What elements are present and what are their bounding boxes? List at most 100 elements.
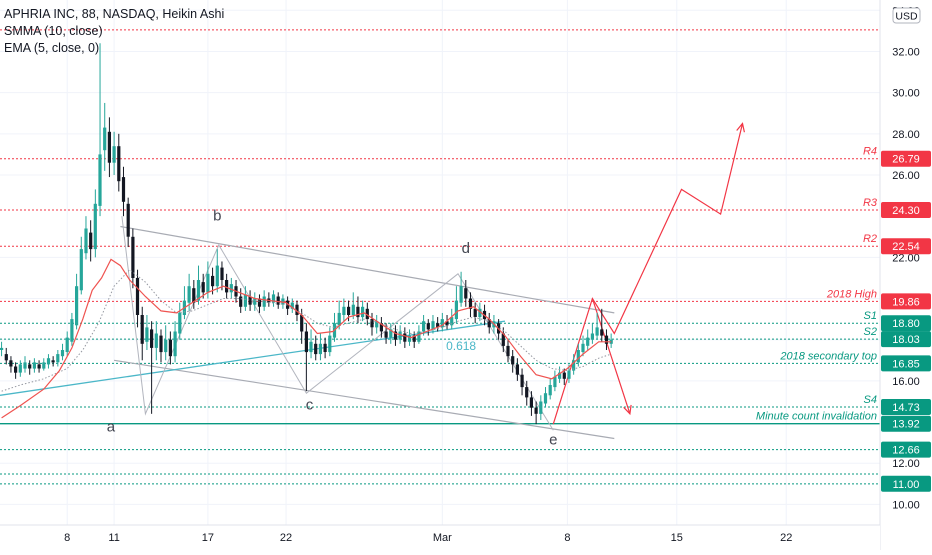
candle-body — [262, 296, 266, 307]
candle-body — [154, 333, 158, 348]
candle-body — [604, 335, 609, 344]
candle-body — [150, 329, 154, 348]
channel-lower-line — [114, 359, 615, 440]
price-level-badge — [881, 415, 931, 432]
candle-body — [351, 304, 355, 315]
candle-body — [347, 306, 351, 315]
time-tick-label: 22 — [780, 532, 792, 544]
price-level-badge — [881, 315, 931, 332]
candle-body — [314, 343, 318, 355]
projection-up-line — [552, 123, 744, 425]
price-level-badge — [881, 293, 931, 310]
legend-smma[interactable]: SMMA (10, close) — [4, 24, 103, 38]
candle-body — [576, 350, 580, 363]
candle-body — [525, 387, 529, 398]
candle-body — [93, 203, 97, 250]
candle-body — [473, 308, 477, 317]
candle-body — [286, 300, 290, 309]
price-level-name: Minute count invalidation — [756, 411, 877, 423]
candle-body — [567, 370, 571, 379]
candle-body — [51, 360, 55, 363]
time-axis-background — [0, 525, 880, 550]
time-axis[interactable]: 8 11 17 22 Mar 8 15 22 — [0, 524, 880, 550]
candle-body — [431, 321, 435, 330]
candle-body — [211, 275, 215, 287]
candle-body — [520, 374, 524, 388]
candle-body — [60, 350, 65, 357]
candle-body — [384, 331, 388, 338]
price-level-name: S2 — [864, 326, 877, 338]
price-tick-label: 30.00 — [892, 88, 920, 100]
candle-body — [464, 288, 468, 299]
candle-body — [295, 304, 299, 315]
legend: APHRIA INC, 88, NASDAQ, Heikin Ashi SMMA… — [4, 6, 224, 57]
price-level-badge-label: 26.79 — [892, 154, 920, 166]
price-axis[interactable]: 10.0012.0016.0018.0020.0022.0026.0028.00… — [879, 0, 932, 550]
price-level-badge-label: 18.80 — [892, 318, 920, 330]
wave-label-a: a — [107, 418, 116, 435]
price-level-badge — [881, 150, 931, 167]
legend-ema[interactable]: EMA (5, close, 0) — [4, 41, 100, 55]
price-level-name: 2018 secondary top — [779, 350, 877, 362]
candle-body — [389, 329, 393, 338]
price-level-badge-label: 22.54 — [892, 241, 920, 253]
candle-body — [539, 401, 543, 414]
ema-line — [1, 258, 612, 419]
candle-body — [229, 284, 233, 293]
candle-body — [323, 343, 327, 352]
candle-body — [595, 327, 599, 336]
candle-body — [426, 323, 430, 330]
candle-body — [131, 236, 135, 278]
candle-body — [600, 329, 604, 336]
price-level-name: R4 — [863, 146, 877, 158]
candle-body — [206, 273, 210, 293]
smma-line — [1, 269, 612, 392]
price-level-badge — [881, 441, 931, 458]
price-tick-label: 26.00 — [892, 170, 920, 182]
candle-body — [84, 228, 88, 254]
candle-body — [534, 407, 538, 414]
candle-body — [215, 265, 219, 287]
currency-badge — [892, 7, 921, 24]
price-tick-label: 28.00 — [892, 129, 920, 141]
price-level-name: S4 — [864, 394, 877, 406]
time-tick-label: 8 — [64, 532, 70, 544]
fib-label: 0.618 — [446, 339, 476, 353]
candle-body — [178, 312, 182, 334]
candle-body — [393, 331, 398, 340]
candle-body — [511, 356, 515, 365]
candle-body — [121, 177, 126, 202]
candle-body — [422, 321, 426, 332]
price-level-badge — [881, 202, 931, 218]
candle-body — [375, 321, 379, 328]
candle-body — [42, 362, 46, 369]
price-level-badge-label: 13.92 — [892, 419, 920, 431]
projection-up-arrowhead — [736, 122, 745, 133]
price-level-name: S1 — [864, 310, 877, 322]
candle-body — [225, 280, 229, 293]
candle-body — [506, 345, 510, 357]
price-levels: R4 R3 R2 2018 High S1 S2 2018 secondary top S4 M… — [0, 29, 880, 485]
moving-averages — [1, 258, 612, 419]
candle-body — [436, 323, 440, 328]
candle-body — [98, 154, 102, 206]
price-tick-label: 12.00 — [892, 458, 920, 470]
candle-body — [164, 339, 168, 353]
price-level-name: 2018 High — [826, 288, 877, 300]
candle-body — [145, 327, 149, 342]
price-level-badge-label: 14.73 — [892, 402, 920, 414]
time-tick-label: 11 — [108, 532, 119, 544]
candle-body — [370, 319, 374, 328]
candle-body — [37, 364, 41, 369]
price-level-badge-label: 24.30 — [892, 205, 920, 217]
candle-body — [243, 294, 247, 307]
wave-path — [121, 216, 554, 431]
candle-body — [126, 203, 130, 237]
candle-body — [365, 308, 369, 320]
time-tick-label: 17 — [202, 532, 214, 544]
candle-body — [342, 306, 346, 315]
candle-body — [328, 335, 332, 353]
candle-body — [271, 294, 276, 303]
